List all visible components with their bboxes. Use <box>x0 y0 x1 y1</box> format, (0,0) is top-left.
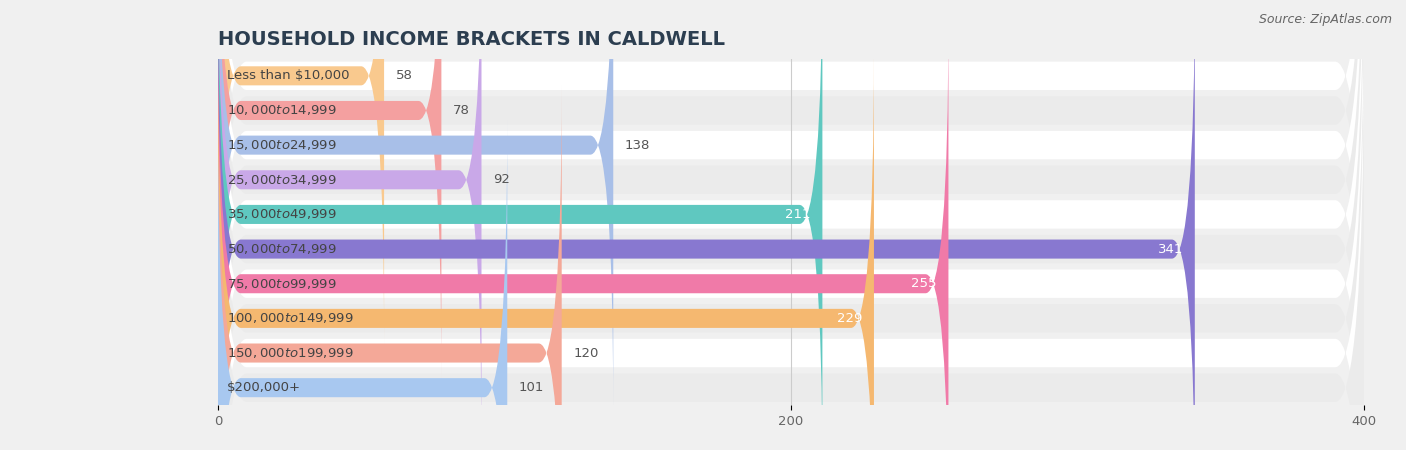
FancyBboxPatch shape <box>218 55 1364 450</box>
FancyBboxPatch shape <box>218 0 1364 443</box>
FancyBboxPatch shape <box>218 0 1364 450</box>
FancyBboxPatch shape <box>218 0 481 447</box>
FancyBboxPatch shape <box>218 120 508 450</box>
Text: $25,000 to $34,999: $25,000 to $34,999 <box>226 173 336 187</box>
Text: Source: ZipAtlas.com: Source: ZipAtlas.com <box>1258 14 1392 27</box>
FancyBboxPatch shape <box>218 0 1364 450</box>
Text: $100,000 to $149,999: $100,000 to $149,999 <box>226 311 353 325</box>
Text: $50,000 to $74,999: $50,000 to $74,999 <box>226 242 336 256</box>
Text: $35,000 to $49,999: $35,000 to $49,999 <box>226 207 336 221</box>
Text: 341: 341 <box>1159 243 1184 256</box>
Text: 92: 92 <box>494 173 510 186</box>
FancyBboxPatch shape <box>218 0 1364 450</box>
FancyBboxPatch shape <box>218 0 823 450</box>
Text: Less than $10,000: Less than $10,000 <box>226 69 349 82</box>
Text: $15,000 to $24,999: $15,000 to $24,999 <box>226 138 336 152</box>
Text: 138: 138 <box>624 139 650 152</box>
FancyBboxPatch shape <box>218 21 1364 450</box>
Text: 101: 101 <box>519 381 544 394</box>
FancyBboxPatch shape <box>218 0 441 378</box>
FancyBboxPatch shape <box>218 0 384 343</box>
Text: $10,000 to $14,999: $10,000 to $14,999 <box>226 104 336 117</box>
Text: 229: 229 <box>837 312 862 325</box>
Text: 58: 58 <box>395 69 412 82</box>
FancyBboxPatch shape <box>218 86 561 450</box>
FancyBboxPatch shape <box>218 51 875 450</box>
FancyBboxPatch shape <box>218 0 1364 408</box>
Text: $75,000 to $99,999: $75,000 to $99,999 <box>226 277 336 291</box>
Text: 255: 255 <box>911 277 936 290</box>
Text: 120: 120 <box>574 346 599 360</box>
Text: $200,000+: $200,000+ <box>226 381 301 394</box>
Text: HOUSEHOLD INCOME BRACKETS IN CALDWELL: HOUSEHOLD INCOME BRACKETS IN CALDWELL <box>218 30 725 49</box>
FancyBboxPatch shape <box>218 16 949 450</box>
FancyBboxPatch shape <box>218 0 1195 450</box>
Text: 78: 78 <box>453 104 470 117</box>
Text: 211: 211 <box>786 208 811 221</box>
FancyBboxPatch shape <box>218 0 1364 450</box>
Text: $150,000 to $199,999: $150,000 to $199,999 <box>226 346 353 360</box>
FancyBboxPatch shape <box>218 0 613 413</box>
FancyBboxPatch shape <box>218 0 1364 450</box>
FancyBboxPatch shape <box>218 0 1364 450</box>
